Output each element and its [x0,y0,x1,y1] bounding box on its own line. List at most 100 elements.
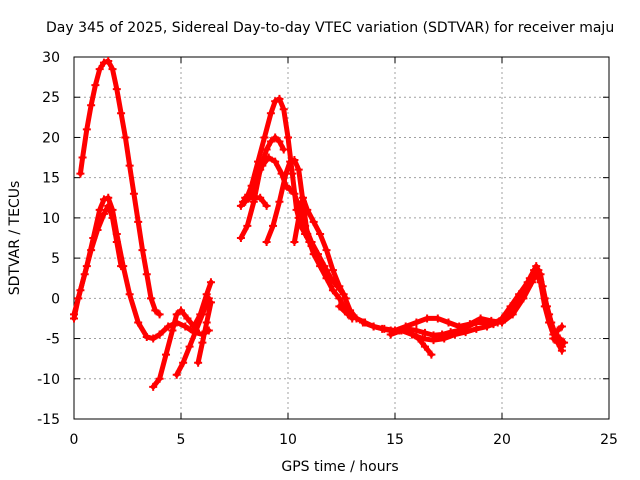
data-point [408,330,417,339]
series-markers-arc-1 [76,57,164,319]
data-point [243,221,252,230]
series-markers-arc-12 [290,193,350,303]
data-point [117,109,126,118]
data-point [369,322,378,331]
data-point [294,213,303,222]
data-point [450,330,459,339]
data-point [191,326,200,335]
plot-frame [73,56,610,420]
data-point [149,334,158,343]
data-point [236,201,245,210]
series-line-arc-12 [291,195,349,301]
data-point [455,322,464,331]
data-point [303,205,312,214]
x-axis-label: GPS time / hours [281,459,398,475]
series-markers-arc-10 [241,193,271,210]
data-point [286,185,295,194]
y-tick-label: -15 [37,412,60,428]
data-point [476,314,485,323]
x-tick-label: 0 [70,432,79,448]
data-point [341,294,350,303]
x-axis: 0 5 10 15 20 25 [70,57,618,448]
series-line-arc-6 [195,299,214,366]
data-point [149,382,158,391]
x-tick-label: 5 [177,432,186,448]
data-point [129,189,138,198]
data-point [504,310,513,319]
data-point [168,326,177,335]
data-point [290,189,299,198]
data-point [275,197,284,206]
data-point [104,201,113,210]
data-point [322,246,331,255]
data-point [433,314,442,323]
x-tick-label: 20 [493,432,511,448]
data-point [202,318,211,327]
data-point [142,270,151,279]
data-point [147,294,156,303]
data-point [472,324,481,333]
data-point [206,278,215,287]
y-axis-label: SDTVAR / TECUs [7,181,23,296]
data-point [412,326,421,335]
data-point [536,270,545,279]
data-point [260,133,269,142]
data-point [95,205,104,214]
data-point [290,238,299,247]
data-point [303,229,312,238]
data-point [540,294,549,303]
data-point [99,209,108,218]
data-point [420,328,429,337]
data-point [164,322,173,331]
data-point [328,286,337,295]
series-markers-arc-17 [549,322,566,343]
data-point [358,318,367,327]
data-point [532,262,541,271]
data-point [134,217,143,226]
data-point [179,358,188,367]
data-point [401,326,410,335]
data-point [87,246,96,255]
data-point [275,137,284,146]
data-point [104,193,113,202]
data-point [104,57,113,66]
data-point [172,370,181,379]
data-point [121,133,130,142]
data-point [95,65,104,74]
data-point [493,318,502,327]
y-tick-label: 20 [42,130,60,146]
y-axis: -15 -10 -5 0 5 10 15 20 25 30 [37,50,609,428]
series-markers-arc-5 [172,294,213,379]
data-point [515,294,524,303]
data-point [343,310,352,319]
y-tick-label: 30 [42,50,60,66]
data-point [386,330,395,339]
data-point [204,294,213,303]
data-point [553,326,562,335]
data-point [279,145,288,154]
data-point [155,374,164,383]
data-point [525,274,534,283]
data-point [294,165,303,174]
data-point [414,334,423,343]
data-point [177,306,185,315]
data-point [412,318,421,327]
data-point [264,153,273,162]
data-point [108,65,117,74]
data-point [320,262,329,271]
data-point [335,282,344,291]
data-point [271,133,280,142]
data-point [172,310,181,319]
data-point [465,320,474,329]
data-point [380,324,389,333]
series-line-arc-5 [174,295,212,378]
data-point [423,314,432,323]
x-tick-label: 10 [279,432,297,448]
data-point [93,225,102,234]
data-point [298,193,307,202]
data-point [155,310,164,319]
x-tick-label: 25 [600,432,618,448]
data-point [444,318,453,327]
data-point [266,109,275,118]
data-point [183,314,192,323]
